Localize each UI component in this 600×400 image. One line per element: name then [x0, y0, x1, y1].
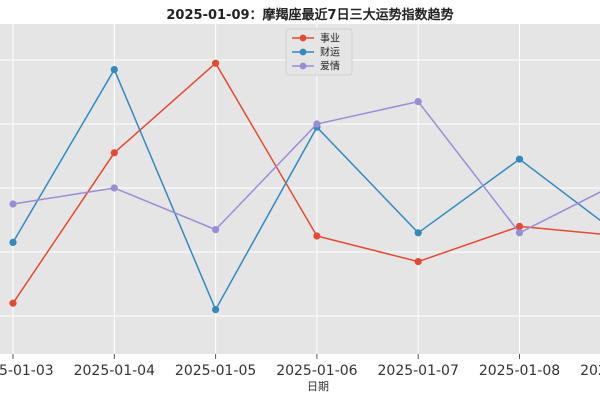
data-point — [212, 59, 220, 67]
series-1 — [9, 59, 600, 307]
x-tick-label: 2025-01-06 — [276, 363, 357, 379]
legend-label: 爱情 — [320, 60, 340, 73]
legend-item[interactable]: 财运 — [292, 46, 340, 59]
legend-item[interactable]: 爱情 — [292, 60, 340, 73]
data-point — [9, 238, 17, 246]
plot-area — [0, 24, 600, 354]
series-3 — [9, 98, 600, 237]
data-point — [212, 226, 220, 234]
data-point — [515, 222, 524, 230]
data-point — [9, 200, 17, 208]
x-tick-label: 2025-01-05 — [175, 363, 256, 379]
x-tick-label: 2025-01-07 — [378, 363, 459, 379]
legend-marker — [299, 34, 307, 42]
legend-marker — [299, 62, 307, 70]
data-point — [110, 184, 118, 192]
data-point — [414, 258, 422, 266]
legend-label: 事业 — [320, 32, 340, 45]
series-layer — [9, 59, 600, 314]
legend-item[interactable]: 事业 — [292, 32, 340, 45]
x-axis: 2025-01-03 2025-01-04 2025-01-05 2025-01-06… — [0, 354, 600, 379]
data-point — [515, 155, 524, 163]
x-tick-label: 2025-01-03 — [0, 363, 54, 379]
data-point — [313, 232, 321, 240]
data-point — [110, 66, 118, 74]
data-point — [515, 229, 524, 237]
data-point — [9, 299, 17, 307]
data-point — [110, 149, 118, 157]
chart-title: 2025-01-09：摩羯座最近7日三大运势指数趋势 — [166, 7, 453, 23]
data-point — [414, 98, 422, 106]
x-tick-label: 2025-01-04 — [74, 363, 155, 379]
x-axis-label: 日期 — [307, 380, 329, 393]
data-point — [414, 229, 422, 237]
x-tick-label: 2025-01-09 — [580, 363, 600, 379]
legend-marker — [299, 48, 307, 56]
legend-label: 财运 — [320, 46, 340, 59]
x-tick-label: 2025-01-08 — [479, 363, 560, 379]
data-point — [212, 306, 220, 314]
data-point — [313, 120, 321, 128]
